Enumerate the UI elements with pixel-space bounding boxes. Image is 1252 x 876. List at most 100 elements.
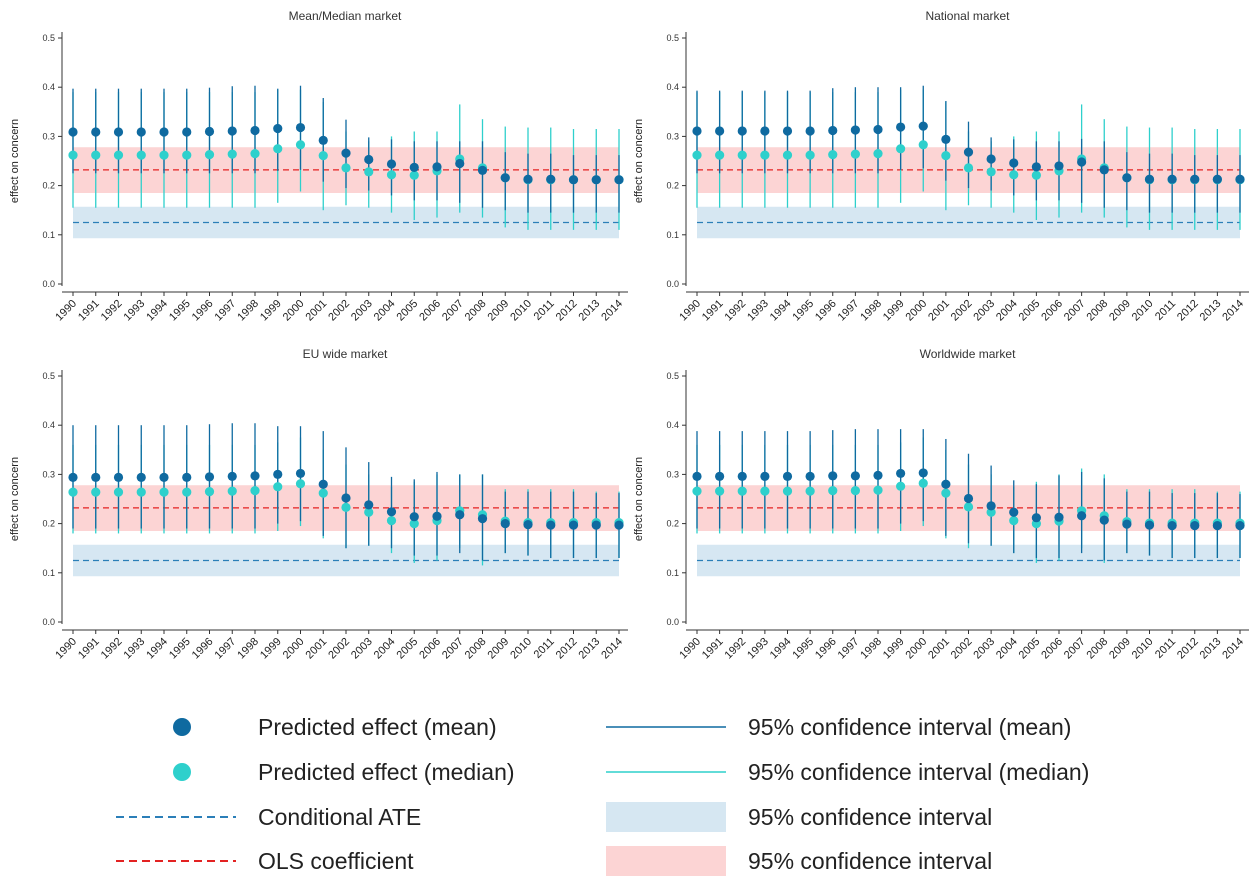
y-tick-label: 0.2	[666, 519, 679, 529]
x-tick-label: 2010	[1130, 298, 1156, 324]
median-point	[941, 150, 951, 161]
x-tick-label: 2011	[1153, 636, 1178, 661]
median-point	[828, 150, 838, 160]
median-point	[850, 149, 860, 159]
x-tick-label: 2008	[463, 298, 489, 324]
mean-point	[91, 472, 101, 482]
x-tick-label: 2006	[1039, 636, 1065, 662]
mean-point	[159, 127, 169, 137]
panel-title: National market	[925, 9, 1010, 23]
median-point	[873, 485, 883, 495]
mean-point	[1167, 520, 1177, 531]
median-point	[341, 502, 351, 512]
median-point	[91, 150, 101, 160]
x-tick-label: 1997	[213, 636, 239, 662]
mean-point	[896, 122, 906, 132]
median-point	[828, 486, 838, 496]
median-point	[318, 150, 328, 161]
mean-point	[1099, 515, 1109, 525]
median-point	[295, 140, 306, 150]
median-point	[896, 144, 906, 154]
mean-point	[341, 148, 351, 158]
median-point	[850, 486, 860, 496]
median-point	[295, 479, 306, 489]
mean-point	[918, 468, 928, 478]
x-tick-label: 2007	[1062, 298, 1088, 324]
x-tick-label: 2003	[349, 298, 375, 324]
x-tick-label: 2002	[949, 298, 975, 324]
mean-point	[523, 174, 533, 184]
mean-point	[318, 135, 328, 145]
mean-point	[455, 510, 465, 520]
mean-point	[1144, 174, 1155, 184]
mean-point	[873, 124, 883, 135]
mean-point	[136, 127, 146, 137]
y-axis-label: effect on concern	[633, 119, 645, 203]
mean-point	[1077, 511, 1087, 521]
mean-point	[692, 126, 702, 136]
x-tick-label: 2002	[326, 636, 352, 662]
x-tick-label: 2011	[1153, 298, 1178, 323]
mean-point	[805, 471, 815, 481]
mean-point	[500, 519, 510, 529]
median-point	[68, 150, 78, 160]
x-tick-label: 2001	[304, 298, 330, 324]
mean-point	[873, 470, 883, 480]
x-tick-label: 1991	[700, 298, 726, 324]
median-point	[1009, 516, 1019, 526]
median-point	[737, 486, 747, 496]
mean-point	[896, 468, 906, 479]
x-tick-label: 1997	[836, 636, 862, 662]
x-tick-label: 2005	[1017, 298, 1043, 324]
median-point	[805, 150, 815, 160]
x-tick-label: 1993	[745, 636, 771, 662]
x-tick-label: 1998	[858, 636, 884, 662]
x-tick-label: 2007	[1062, 636, 1088, 662]
mean-point	[1235, 520, 1245, 531]
mean-point	[386, 507, 397, 517]
y-tick-label: 0.5	[42, 33, 55, 43]
x-tick-label: 2002	[326, 298, 352, 324]
median-point	[159, 487, 169, 497]
mean-point	[113, 127, 124, 137]
mean-point	[204, 472, 215, 482]
mean-point	[432, 162, 442, 172]
median-point	[1009, 170, 1019, 180]
x-tick-label: 1996	[190, 298, 216, 324]
x-tick-label: 2009	[1107, 298, 1133, 324]
chart-panels: Mean/Median market effect on concern 0.0 0.…	[9, 9, 1249, 661]
y-tick-label: 0.0	[42, 279, 55, 289]
x-tick-label: 1997	[836, 298, 862, 324]
mean-point	[963, 147, 974, 157]
mean-point	[91, 127, 101, 137]
x-tick-label: 2006	[417, 298, 443, 324]
median-point	[986, 167, 996, 177]
mean-point	[523, 519, 533, 530]
y-tick-label: 0.4	[666, 420, 679, 430]
median-point	[782, 150, 793, 160]
x-tick-label: 2001	[926, 298, 952, 324]
mean-point	[364, 500, 374, 510]
median-point	[204, 150, 215, 160]
x-tick-label: 1990	[677, 636, 703, 662]
y-tick-label: 0.3	[666, 469, 679, 479]
x-tick-label: 2012	[554, 636, 580, 662]
mean-point	[918, 121, 928, 131]
y-tick-label: 0.5	[666, 371, 679, 381]
x-tick-label: 2003	[971, 636, 997, 662]
y-axis-label: effect on concern	[9, 119, 21, 203]
legend-label-ci-median: 95% confidence interval (median)	[748, 759, 1089, 785]
x-tick-label: 2008	[463, 636, 489, 662]
x-tick-label: 1996	[190, 636, 216, 662]
panel-title: Mean/Median market	[289, 9, 402, 23]
median-point	[409, 519, 419, 529]
x-tick-label: 2013	[577, 298, 603, 324]
median-point	[204, 487, 215, 497]
x-tick-label: 1999	[881, 636, 907, 662]
mean-point	[941, 479, 951, 489]
x-tick-label: 1990	[53, 298, 79, 324]
mean-point	[1054, 512, 1064, 522]
panel-1: Mean/Median market effect on concern 0.0 0.…	[9, 9, 628, 323]
x-tick-label: 1999	[258, 636, 284, 662]
